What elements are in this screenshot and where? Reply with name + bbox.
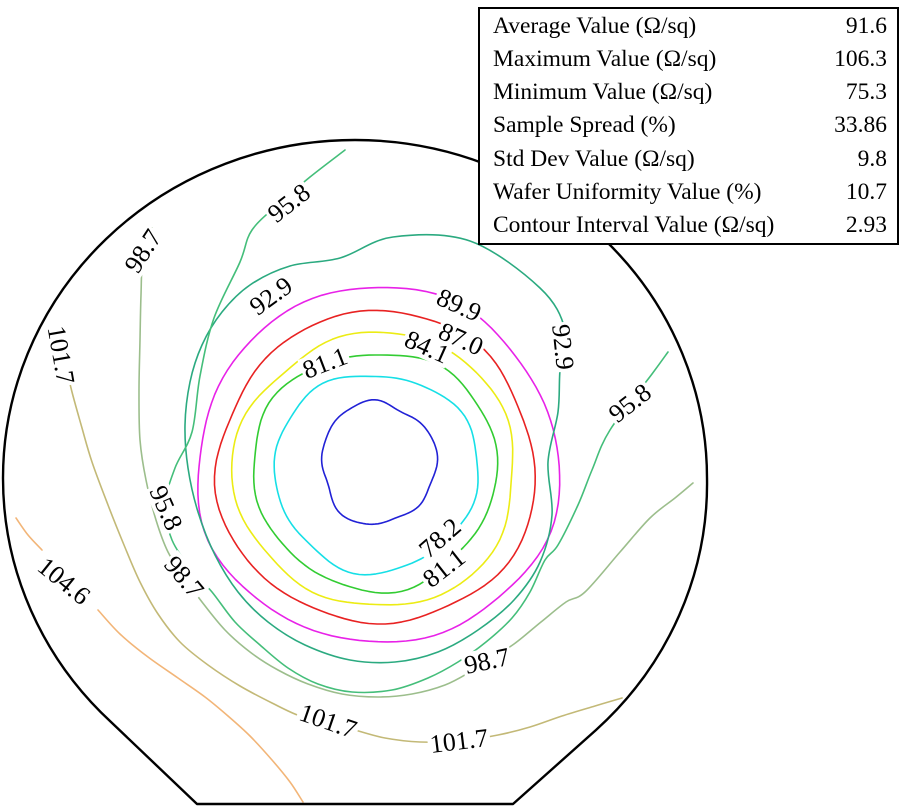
contour-line-92.9 bbox=[184, 233, 567, 664]
contour-label-group: 95.8 bbox=[602, 377, 658, 429]
contour-label-backing bbox=[294, 698, 362, 743]
contour-line-95.8 bbox=[164, 149, 669, 694]
contour-label-backing bbox=[119, 223, 167, 279]
contour-label-backing bbox=[413, 512, 467, 564]
contour-label-group: 101.7 bbox=[426, 723, 492, 759]
contour-line-104.6 bbox=[15, 517, 43, 551]
contour-line-104.6 bbox=[97, 609, 304, 803]
contour-label-backing bbox=[602, 377, 658, 429]
stats-value: 33.86 bbox=[834, 112, 887, 139]
contour-label-group: 98.7 bbox=[158, 549, 210, 604]
contour-label: 81.1 bbox=[299, 341, 352, 384]
contour-label-group: 98.7 bbox=[460, 642, 514, 680]
contour-label-backing bbox=[158, 549, 210, 604]
contour-label: 101.7 bbox=[296, 698, 361, 744]
wafer-outline bbox=[1, 138, 709, 806]
contour-label-group: 81.1 bbox=[297, 341, 353, 385]
contour-label: 101.7 bbox=[428, 723, 490, 759]
stats-value: 2.93 bbox=[845, 211, 887, 238]
contour-label-group: 101.7 bbox=[294, 698, 362, 744]
stats-label: Std Dev Value (Ω/sq) bbox=[493, 145, 695, 172]
contour-label: 92.9 bbox=[244, 271, 298, 321]
stats-label: Maximum Value (Ω/sq) bbox=[493, 46, 717, 73]
contour-label-backing bbox=[460, 643, 514, 679]
contour-label: 101.7 bbox=[42, 324, 81, 387]
contour-label-group: 95.8 bbox=[261, 177, 317, 229]
stats-value: 9.8 bbox=[857, 145, 887, 172]
contour-label-group: 98.7 bbox=[118, 223, 168, 279]
contour-label-backing bbox=[433, 317, 489, 361]
contour-line-101.7 bbox=[63, 357, 623, 744]
stats-label: Average Value (Ω/sq) bbox=[493, 13, 697, 40]
stats-row: Sample Spread (%) 33.86 bbox=[480, 110, 897, 141]
contour-label-backing bbox=[144, 480, 188, 536]
contour-label: 95.8 bbox=[262, 178, 316, 229]
contour-label-backing bbox=[431, 283, 487, 327]
contour-label-group: 92.9 bbox=[546, 321, 580, 373]
contour-label-group: 92.9 bbox=[243, 271, 299, 321]
contour-label-group: 95.8 bbox=[144, 480, 188, 536]
contour-label-backing bbox=[426, 724, 492, 758]
contour-label: 98.7 bbox=[118, 224, 167, 278]
stats-row: Wafer Uniformity Value (%) 10.7 bbox=[480, 177, 897, 208]
contour-label-backing bbox=[399, 325, 455, 369]
contour-label-backing bbox=[297, 342, 353, 384]
contour-line-89.9 bbox=[197, 286, 561, 643]
stats-row: Average Value (Ω/sq) 91.6 bbox=[480, 11, 897, 42]
contour-line-98.7 bbox=[138, 227, 694, 698]
contour-label-group: 104.6 bbox=[31, 551, 97, 611]
contour-label: 92.9 bbox=[546, 323, 580, 371]
stats-row: Contour Interval Value (Ω/sq) 2.93 bbox=[480, 210, 897, 241]
contour-label-group: 101.7 bbox=[42, 322, 81, 388]
stats-table: Average Value (Ω/sq) 91.6 Maximum Value (Ω… bbox=[478, 7, 899, 245]
contour-label-backing bbox=[416, 542, 472, 594]
contour-line-75.3 bbox=[320, 399, 439, 526]
stats-label: Wafer Uniformity Value (%) bbox=[493, 178, 762, 205]
contour-label: 95.8 bbox=[603, 378, 657, 429]
contour-label-backing bbox=[243, 271, 299, 321]
stats-value: 75.3 bbox=[845, 79, 887, 106]
stats-label: Sample Spread (%) bbox=[493, 112, 676, 139]
contour-label-backing bbox=[43, 322, 79, 388]
stats-value: 91.6 bbox=[845, 13, 887, 40]
stats-row: Minimum Value (Ω/sq) 75.3 bbox=[480, 77, 897, 108]
stats-value: 10.7 bbox=[845, 178, 887, 205]
contour-line-87 bbox=[213, 309, 536, 625]
contour-label: 98.7 bbox=[158, 550, 209, 603]
contour-label-backing bbox=[31, 551, 97, 611]
contour-label-backing bbox=[547, 321, 579, 373]
contour-label: 98.7 bbox=[462, 642, 513, 680]
stats-row: Std Dev Value (Ω/sq) 9.8 bbox=[480, 144, 897, 175]
stats-value: 106.3 bbox=[834, 46, 887, 73]
stats-label: Contour Interval Value (Ω/sq) bbox=[493, 211, 775, 238]
stats-label: Minimum Value (Ω/sq) bbox=[493, 79, 713, 106]
stats-row: Maximum Value (Ω/sq) 106.3 bbox=[480, 44, 897, 75]
contour-label-backing bbox=[261, 177, 317, 229]
